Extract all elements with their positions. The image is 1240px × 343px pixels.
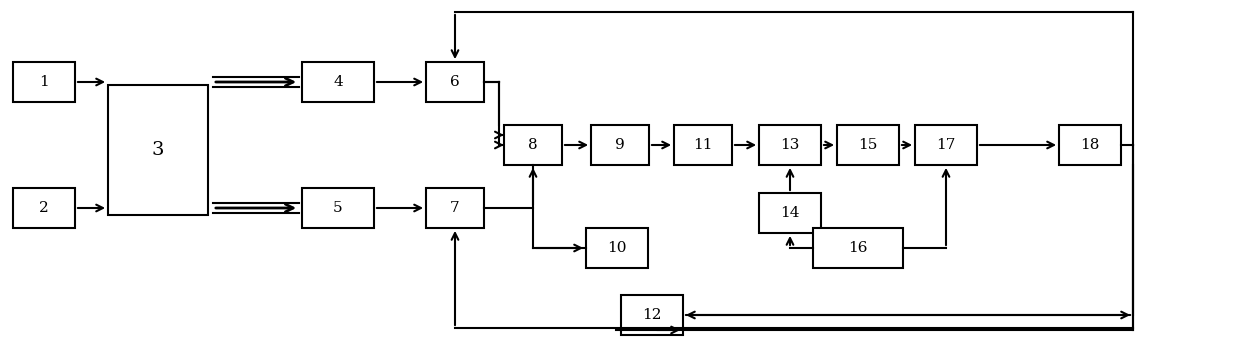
Text: 12: 12 — [642, 308, 662, 322]
Bar — [12, 188, 74, 228]
Bar — [303, 62, 374, 102]
Text: 10: 10 — [608, 241, 626, 255]
Bar — [427, 188, 484, 228]
Text: 8: 8 — [528, 138, 538, 152]
Bar — [759, 125, 821, 165]
Text: 16: 16 — [848, 241, 868, 255]
Text: 6: 6 — [450, 75, 460, 89]
Bar — [837, 125, 899, 165]
Text: 14: 14 — [780, 206, 800, 220]
Text: 1: 1 — [40, 75, 48, 89]
Text: 2: 2 — [40, 201, 48, 215]
Text: 7: 7 — [450, 201, 460, 215]
Text: 13: 13 — [780, 138, 800, 152]
Bar — [759, 193, 821, 233]
Text: 18: 18 — [1080, 138, 1100, 152]
Bar — [813, 228, 903, 268]
Text: 9: 9 — [615, 138, 625, 152]
Bar — [1059, 125, 1121, 165]
Bar — [12, 62, 74, 102]
Text: 15: 15 — [858, 138, 878, 152]
Bar — [675, 125, 732, 165]
Bar — [503, 125, 562, 165]
Bar — [427, 62, 484, 102]
Text: 4: 4 — [334, 75, 343, 89]
Bar — [303, 188, 374, 228]
Bar — [621, 295, 683, 335]
Text: 11: 11 — [693, 138, 713, 152]
Text: 17: 17 — [936, 138, 956, 152]
Bar — [108, 85, 208, 215]
Bar — [591, 125, 649, 165]
Bar — [915, 125, 977, 165]
Text: 3: 3 — [151, 141, 164, 159]
Bar — [587, 228, 649, 268]
Text: 5: 5 — [334, 201, 342, 215]
